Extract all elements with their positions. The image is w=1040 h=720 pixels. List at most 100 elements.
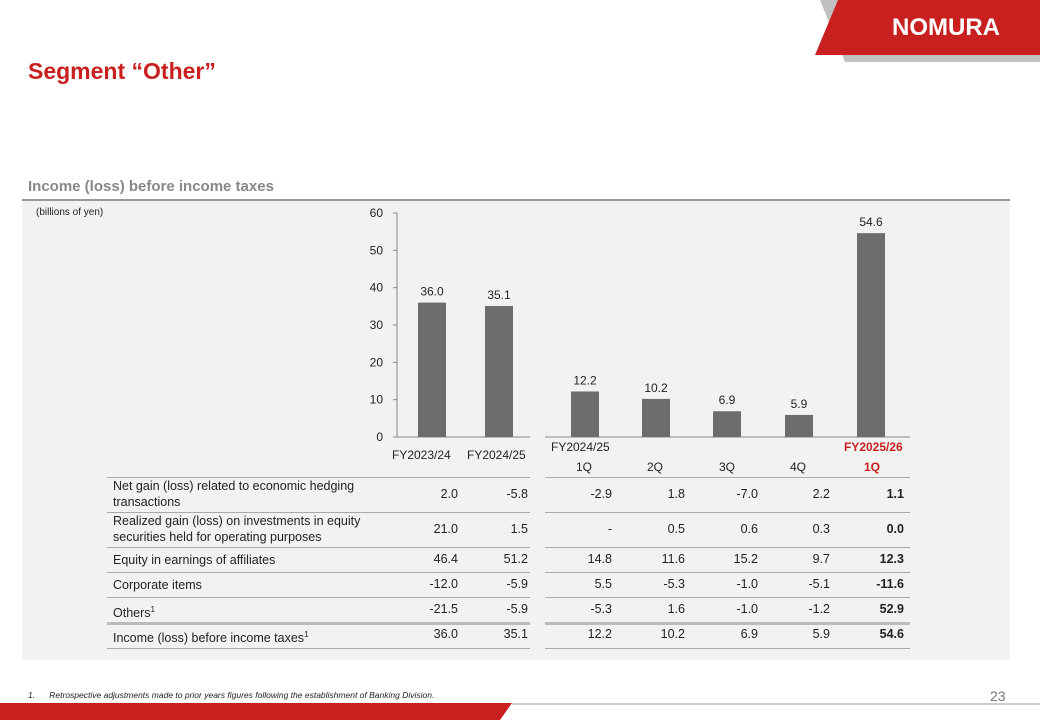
bar-1 [485,305,513,437]
bar-4 [713,411,741,437]
row-divider [545,547,910,548]
x-label-q4: 4Q [790,460,807,474]
x-label-fy-curr: FY2025/26 [844,440,903,454]
table-cell: -5.9 [506,576,528,591]
y-tick-label: 60 [370,206,384,220]
table-cell: -5.1 [808,576,830,591]
footnote-number: 1. [28,690,36,700]
table-cell: -7.0 [736,486,758,501]
row-label-text: Realized gain (loss) on investments in e… [113,514,361,544]
table-cell: 1.5 [510,521,528,536]
x-label-q3: 3Q [719,460,736,474]
table-cell: 1.6 [667,601,685,616]
row-label: Realized gain (loss) on investments in e… [113,513,373,545]
footnote-ref: 1 [304,630,309,639]
x-label-q1: 1Q [576,460,593,474]
x-label-fy2023: FY2023/24 [392,448,451,462]
row-divider [107,512,530,513]
table-cell: 10.2 [660,627,685,641]
table-cell: 5.9 [812,627,830,641]
table-cell: -5.8 [506,486,528,501]
table-cell: 21.0 [433,521,458,536]
page-number: 23 [990,688,1006,704]
x-label-q2: 2Q [647,460,664,474]
row-divider [545,597,910,598]
bar-value-label: 6.9 [719,393,736,407]
row-divider [545,477,910,478]
row-label-text: Others [113,605,151,620]
y-tick-label: 40 [370,281,384,295]
row-divider [545,648,910,649]
table-cell: 2.2 [812,486,830,501]
bar-value-label: 5.9 [791,397,808,411]
table-cell: 9.7 [812,551,830,566]
bar-5 [785,414,813,437]
bar-value-label: 54.6 [859,215,883,229]
row-label-text: Net gain (loss) related to economic hedg… [113,479,355,509]
row-divider [107,597,530,598]
table-cell: -1.0 [736,601,758,616]
section-rule [22,199,1010,201]
footer-line [512,703,1040,705]
table-cell: -1.2 [808,601,830,616]
table-cell: 0.6 [740,521,758,536]
y-tick-label: 0 [376,430,383,444]
row-divider [107,622,530,625]
row-divider [107,648,530,649]
bar-value-label: 10.2 [644,381,668,395]
table-cell: 6.9 [740,627,758,641]
table-cell: 54.6 [879,627,904,641]
x-label-curr-q: 1Q [864,460,881,474]
bar-2 [571,391,599,437]
row-divider [545,572,910,573]
footnote-text: Retrospective adjustments made to prior … [49,690,435,700]
y-tick-label: 30 [370,318,384,332]
table-cell: 46.4 [433,551,458,566]
logo-banner [815,0,1040,55]
footnote-ref: 1 [150,604,155,614]
table-cell: 14.8 [587,551,612,566]
table-cell: -5.9 [506,601,528,616]
row-divider [107,572,530,573]
table-cell: - [607,521,612,536]
table-cell: 35.1 [503,627,528,641]
row-label-text: Corporate items [113,577,202,592]
row-label: Equity in earnings of affiliates [113,552,373,568]
row-label: Net gain (loss) related to economic hedg… [113,478,373,510]
table-cell: -2.9 [590,486,612,501]
table-cell: 0.0 [886,521,904,536]
table-cell: 51.2 [503,551,528,566]
bar-value-label: 36.0 [420,285,444,299]
footnote: 1. Retrospective adjustments made to pri… [28,690,434,700]
table-cell: 5.5 [594,576,612,591]
row-divider [545,622,910,625]
chart-panel [22,201,1010,660]
table-cell: -5.3 [663,576,685,591]
row-label: Income (loss) before income taxes1 [113,627,373,646]
x-label-fy2024: FY2024/25 [467,448,526,462]
row-divider [107,547,530,548]
x-label-fy-prev: FY2024/25 [551,440,610,454]
table-cell: 0.3 [812,521,830,536]
unit-label: (billions of yen) [36,207,104,218]
table-cell: -12.0 [429,576,459,591]
table-cell: 0.5 [667,521,685,536]
table-cell: -21.5 [429,601,459,616]
table-cell: 12.2 [587,627,612,641]
bar-value-label: 12.2 [573,373,597,387]
row-label: Corporate items [113,577,373,593]
table-cell: 1.1 [886,486,904,501]
table-cell: -1.0 [736,576,758,591]
table-cell: 11.6 [661,551,685,566]
table-cell: 1.8 [667,486,685,501]
bar-value-label: 35.1 [487,288,511,302]
page-title: Segment “Other” [28,58,216,84]
table-cell: 52.9 [879,601,904,616]
row-label: Others1 [113,602,373,621]
table-cell: -5.3 [590,601,612,616]
table-cell: 15.2 [733,551,758,566]
table-cell: 12.3 [879,551,904,566]
row-label-text: Equity in earnings of affiliates [113,552,276,567]
